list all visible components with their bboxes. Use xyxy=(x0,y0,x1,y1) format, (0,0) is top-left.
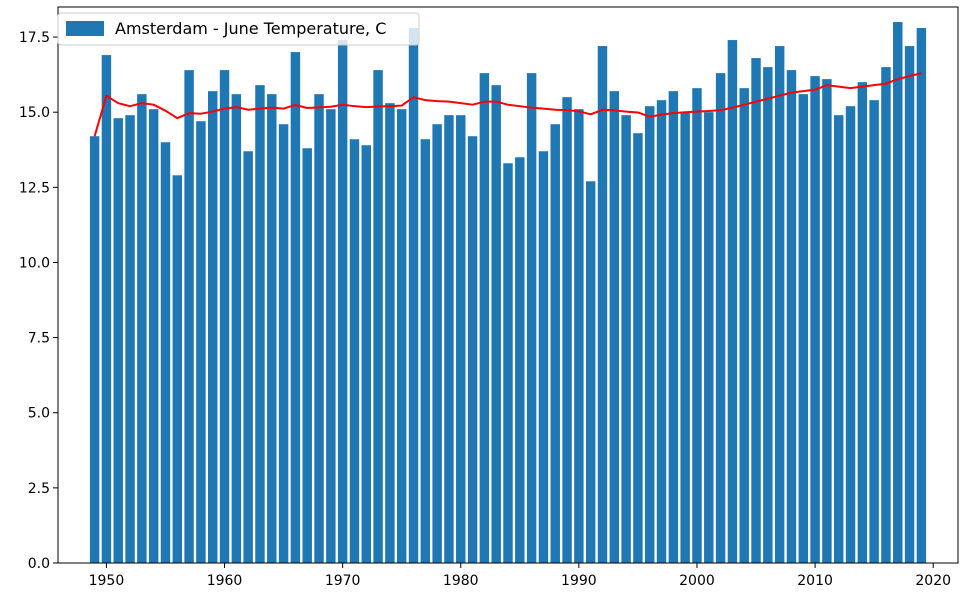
bar-2005 xyxy=(751,58,761,564)
bar-2018 xyxy=(904,46,915,563)
bar-1981 xyxy=(467,136,478,564)
x-tick-label-1990: 1990 xyxy=(561,573,597,589)
bar-1954 xyxy=(148,109,159,564)
bar-1964 xyxy=(267,94,277,563)
bar-1982 xyxy=(479,73,490,564)
bar-1978 xyxy=(432,124,442,564)
legend: Amsterdam - June Temperature, C xyxy=(57,12,420,46)
bar-2001 xyxy=(704,112,714,563)
plot-frame xyxy=(57,6,959,564)
bar-1969 xyxy=(326,109,336,564)
bar-1951 xyxy=(113,118,123,563)
bar-2019 xyxy=(916,28,927,564)
bar-1968 xyxy=(314,94,324,563)
bar-1961 xyxy=(231,94,242,563)
bar-1965 xyxy=(278,124,289,564)
x-tick-label-2010: 2010 xyxy=(797,573,833,589)
y-tick-label-10: 10.0 xyxy=(19,255,50,271)
x-tick-label-1950: 1950 xyxy=(89,573,125,589)
bar-1993 xyxy=(609,91,620,564)
legend-swatch xyxy=(66,21,104,36)
bar-2003 xyxy=(727,40,738,564)
bar-2015 xyxy=(869,100,879,564)
bar-1983 xyxy=(491,85,501,563)
bar-1950 xyxy=(101,55,112,564)
y-tick-label-15: 15.0 xyxy=(19,105,50,121)
y-tick-label-7.5: 7.5 xyxy=(28,331,50,347)
x-tick-label-1970: 1970 xyxy=(325,573,361,589)
bar-1979 xyxy=(444,115,454,563)
bar-1963 xyxy=(255,85,265,563)
bar-2013 xyxy=(845,106,856,564)
bar-1987 xyxy=(538,151,549,563)
bar-2004 xyxy=(739,88,749,564)
bar-1952 xyxy=(125,115,135,563)
bar-2008 xyxy=(786,70,797,564)
bar-2007 xyxy=(774,46,785,563)
bar-2017 xyxy=(893,22,903,563)
bar-1980 xyxy=(456,115,466,563)
bar-2009 xyxy=(798,94,808,563)
bar-1958 xyxy=(196,121,206,564)
y-tick-label-2.5: 2.5 xyxy=(28,481,50,497)
bar-1974 xyxy=(385,103,395,564)
bar-2011 xyxy=(822,79,832,563)
bar-1976 xyxy=(408,28,419,564)
bar-2014 xyxy=(857,82,868,563)
bar-1949 xyxy=(89,136,100,564)
bar-2000 xyxy=(692,88,702,564)
bar-1988 xyxy=(550,124,560,564)
legend-box xyxy=(57,12,420,46)
bars-layer xyxy=(89,22,927,564)
bar-1986 xyxy=(526,73,537,564)
bar-1996 xyxy=(645,106,655,564)
x-tick-label-2020: 2020 xyxy=(915,573,951,589)
x-tick-label-2000: 2000 xyxy=(679,573,715,589)
bar-1955 xyxy=(160,142,171,564)
trend-line-layer xyxy=(93,72,922,137)
bar-2006 xyxy=(763,67,773,564)
bar-2016 xyxy=(881,67,891,564)
bar-1967 xyxy=(302,148,312,563)
legend-label: Amsterdam - June Temperature, C xyxy=(115,19,386,38)
bar-1991 xyxy=(585,181,596,563)
bar-1995 xyxy=(633,133,643,564)
bar-1973 xyxy=(373,70,383,564)
bar-1971 xyxy=(349,139,360,564)
bar-1977 xyxy=(420,139,431,564)
bar-1953 xyxy=(137,94,147,563)
bar-2002 xyxy=(715,73,726,564)
bar-1997 xyxy=(656,100,667,564)
bar-1966 xyxy=(290,52,301,563)
bar-1960 xyxy=(219,70,230,564)
bar-1975 xyxy=(396,109,407,564)
y-tick-label-0: 0.0 xyxy=(28,556,50,572)
x-tick-label-1960: 1960 xyxy=(207,573,243,589)
trend-line xyxy=(93,72,922,137)
y-tick-label-5: 5.0 xyxy=(28,406,50,422)
bar-1984 xyxy=(503,163,513,563)
bar-1992 xyxy=(597,46,608,563)
y-tick-label-12.5: 12.5 xyxy=(19,180,50,196)
bar-1959 xyxy=(208,91,218,564)
bar-2012 xyxy=(833,115,844,563)
bar-1990 xyxy=(574,109,584,564)
bar-1994 xyxy=(621,115,631,563)
x-tick-label-1980: 1980 xyxy=(443,573,479,589)
x-axis-ticks: 1950 1960 1970 1980 1990 2000 2010 2020 xyxy=(89,563,951,589)
bar-1999 xyxy=(680,112,690,563)
bar-1989 xyxy=(562,97,572,563)
bar-1956 xyxy=(172,175,183,564)
bar-1972 xyxy=(361,145,371,563)
bar-2010 xyxy=(810,76,820,564)
y-axis-ticks: 0.0 2.5 5.0 7.5 10.0 12.5 15.0 17.5 xyxy=(19,30,58,572)
bar-1962 xyxy=(243,151,253,563)
bar-1957 xyxy=(184,70,194,564)
y-tick-label-17.5: 17.5 xyxy=(19,30,50,46)
bar-1985 xyxy=(515,157,525,563)
bar-1970 xyxy=(337,40,348,564)
bar-1998 xyxy=(668,91,679,564)
